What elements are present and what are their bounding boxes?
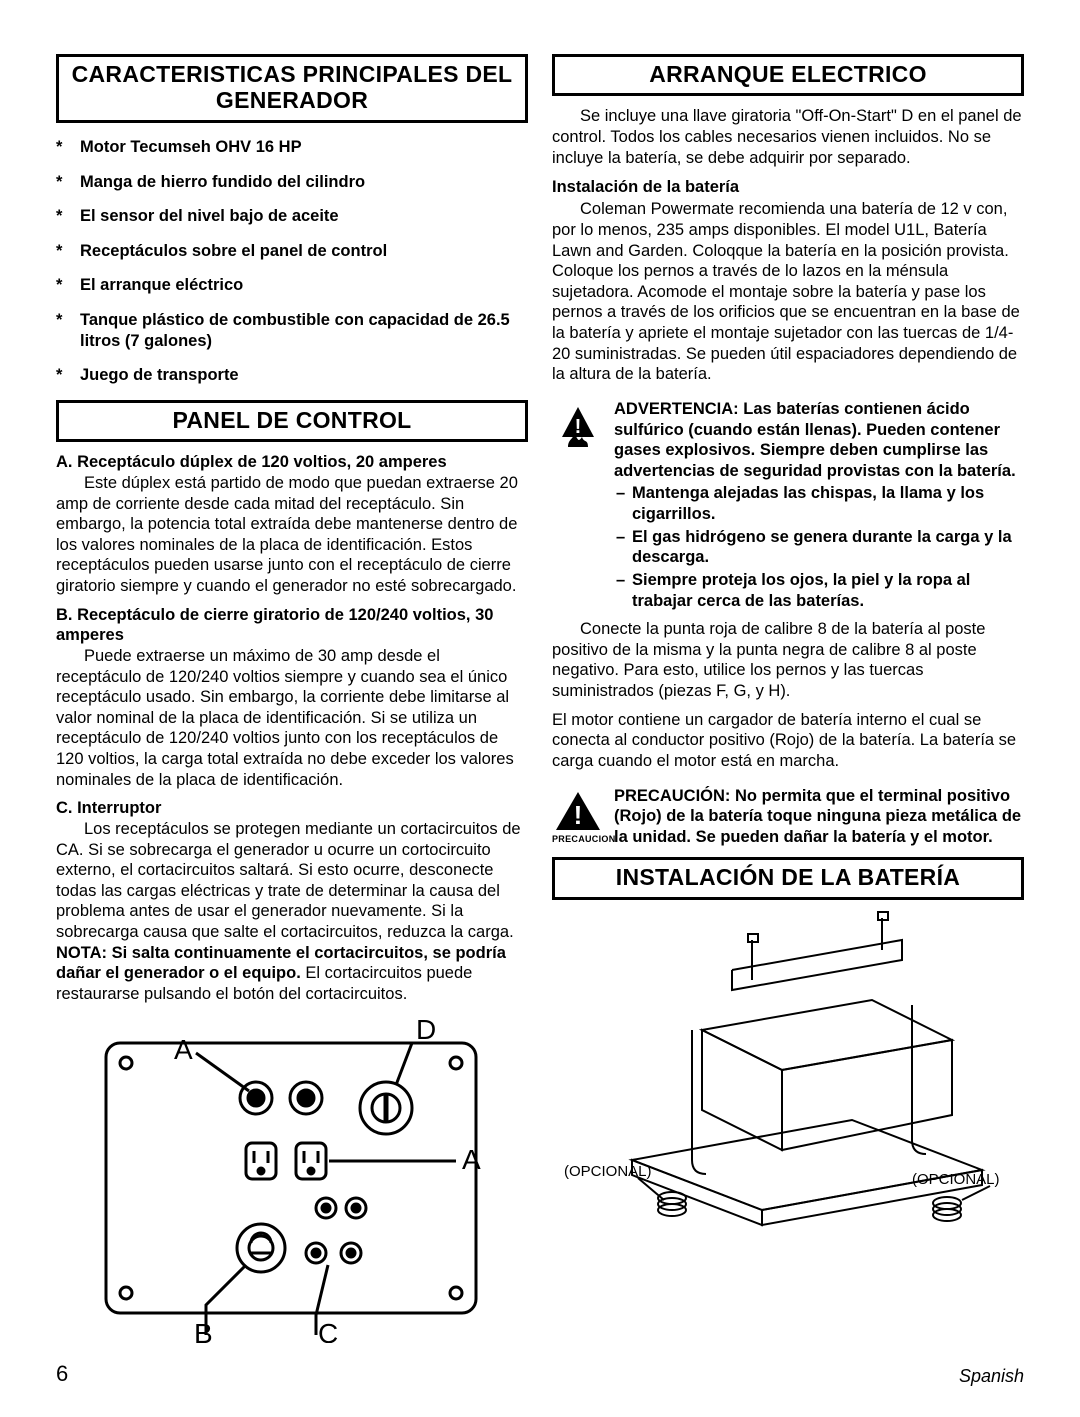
panel-C-head: C. Interruptor xyxy=(56,799,161,817)
warning-list: Mantenga alejadas las chispas, la llama … xyxy=(614,483,1024,611)
precaution-label: PRECAUCION xyxy=(552,834,604,845)
left-column: CARACTERISTICAS PRINCIPALES DEL GENERADO… xyxy=(56,50,528,1343)
control-panel-diagram: A D A B C xyxy=(56,1013,528,1343)
feature-item: Motor Tecumseh OHV 16 HP xyxy=(80,137,528,158)
feature-item: El sensor del nivel bajo de aceite xyxy=(80,206,528,227)
opcional-right: (OPCIONAL) xyxy=(912,1171,1000,1188)
battery-svg: (OPCIONAL) (OPCIONAL) xyxy=(552,910,1022,1250)
warning-box: ! ADVERTENCIA: Las baterías contienen ác… xyxy=(552,399,1024,611)
right-column: ARRANQUE ELECTRICO Se incluye una llave … xyxy=(552,50,1024,1343)
panel-B: B. Receptáculo de cierre giratorio de 12… xyxy=(56,605,528,791)
feature-item: El arranque eléctrico xyxy=(80,275,528,296)
feature-item: Receptáculos sobre el panel de control xyxy=(80,241,528,262)
motor-body: El motor contiene un cargador de batería… xyxy=(552,710,1024,772)
panel-C-body-1: Los receptáculos se protegen mediante un… xyxy=(56,819,528,943)
features-list: Motor Tecumseh OHV 16 HP Manga de hierro… xyxy=(56,137,528,386)
flame-warning-icon: ! xyxy=(552,403,604,449)
arranque-intro: Se incluye una llave giratoria "Off-On-S… xyxy=(552,106,1024,168)
warning-item: El gas hidrógeno se genera durante la ca… xyxy=(632,527,1024,568)
panel-A-body: Este dúplex está partido de modo que pue… xyxy=(56,473,528,597)
page: CARACTERISTICAS PRINCIPALES DEL GENERADO… xyxy=(0,0,1080,1417)
feature-item: Manga de hierro fundido del cilindro xyxy=(80,172,528,193)
bateria-title: INSTALACIÓN DE LA BATERÍA xyxy=(552,857,1024,899)
control-panel-svg: A D A B C xyxy=(56,1013,526,1343)
battery-diagram: (OPCIONAL) (OPCIONAL) xyxy=(552,910,1024,1250)
svg-text:!: ! xyxy=(575,416,582,438)
warning-lead: ADVERTENCIA: Las baterías contienen ácid… xyxy=(614,399,1024,482)
precaution-icon: ! PRECAUCION xyxy=(552,790,604,845)
opcional-left: (OPCIONAL) xyxy=(564,1163,652,1180)
label-A-right: A xyxy=(462,1144,481,1175)
label-C: C xyxy=(318,1318,338,1343)
inst-bateria-body: Coleman Powermate recomienda una batería… xyxy=(552,199,1024,385)
two-column-layout: CARACTERISTICAS PRINCIPALES DEL GENERADO… xyxy=(56,50,1024,1343)
panel-A-head: A. Receptáculo dúplex de 120 voltios, 20… xyxy=(56,453,447,471)
features-title: CARACTERISTICAS PRINCIPALES DEL GENERADO… xyxy=(56,54,528,123)
warning-item: Siempre proteja los ojos, la piel y la r… xyxy=(632,570,1024,611)
language-label: Spanish xyxy=(959,1366,1024,1387)
label-A-top: A xyxy=(174,1034,193,1065)
panel-A: A. Receptáculo dúplex de 120 voltios, 20… xyxy=(56,452,528,596)
svg-text:!: ! xyxy=(574,800,583,830)
label-D: D xyxy=(416,1014,436,1045)
inst-bateria-head: Instalación de la batería xyxy=(552,178,1024,197)
warning-item: Mantenga alejadas las chispas, la llama … xyxy=(632,483,1024,524)
feature-item: Tanque plástico de combustible con capac… xyxy=(80,310,528,351)
precaution-text: PRECAUCIÓN: No permita que el terminal p… xyxy=(614,787,1021,846)
label-B: B xyxy=(194,1318,213,1343)
panel-B-head: B. Receptáculo de cierre giratorio de 12… xyxy=(56,606,493,645)
page-number: 6 xyxy=(56,1361,68,1387)
feature-item: Juego de transporte xyxy=(80,365,528,386)
page-footer: 6 Spanish xyxy=(56,1361,1024,1387)
precaution-box: ! PRECAUCION PRECAUCIÓN: No permita que … xyxy=(552,786,1024,848)
panel-title: PANEL DE CONTROL xyxy=(56,400,528,442)
arranque-title: ARRANQUE ELECTRICO xyxy=(552,54,1024,96)
panel-C: C. Interruptor Los receptáculos se prote… xyxy=(56,798,528,1004)
connect-body: Conecte la punta roja de calibre 8 de la… xyxy=(552,619,1024,702)
panel-B-body: Puede extraerse un máximo de 30 amp desd… xyxy=(56,646,528,790)
